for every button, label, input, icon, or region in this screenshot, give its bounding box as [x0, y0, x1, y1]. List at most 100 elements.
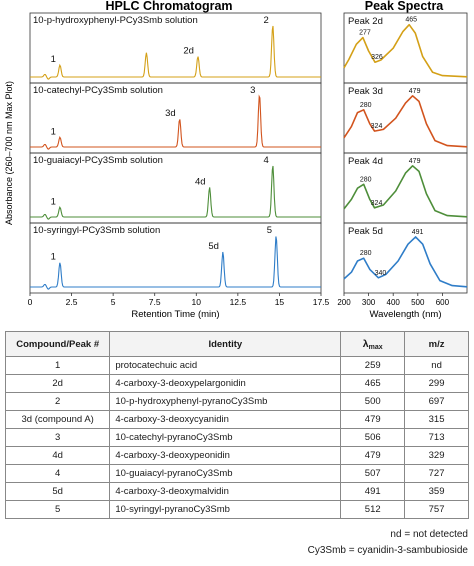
cell-compound: 3d (compound A)	[4, 410, 111, 429]
footnote-cy3smb: Cy3Smb = cyanidin-3-sambubioside	[307, 545, 468, 556]
cell-lambda: 500	[340, 392, 406, 411]
header-lambda-max: λmax	[340, 331, 406, 357]
cell-mz: 697	[404, 392, 469, 411]
cell-compound: 3	[4, 428, 111, 447]
table-row: 3 10-catechyl-pyranoCy3Smb 506 713	[4, 428, 469, 447]
cell-mz: 359	[404, 482, 469, 501]
chromatogram-trace	[30, 165, 321, 220]
peak-label: 1	[51, 126, 56, 137]
cell-lambda: 465	[340, 374, 406, 393]
spectrum-panel-label: Peak 2d	[348, 16, 383, 27]
spectrum-peak-label: 340	[375, 270, 387, 277]
cell-identity: protocatechuic acid	[109, 356, 342, 375]
peak-label: 5d	[208, 241, 219, 252]
cell-identity: 10-syringyl-pyranoCy3Smb	[109, 500, 342, 519]
spectrum-peak-label: 277	[359, 30, 371, 37]
spectrum-peak-label: 280	[360, 102, 372, 109]
peak-label: 1	[51, 54, 56, 65]
cell-identity: 4-carboxy-3-deoxypelargonidin	[109, 374, 342, 393]
chromatogram-panel-label: 10-guaiacyl-PCy3Smb solution	[33, 155, 163, 166]
peak-label: 5	[267, 225, 272, 236]
cell-compound: 5d	[4, 482, 111, 501]
table-row: 4d 4-carboxy-3-deoxypeonidin 479 329	[4, 446, 469, 465]
cell-lambda: 512	[340, 500, 406, 519]
spectrum-peak-label: 491	[412, 229, 424, 236]
spectra-x-label: Wavelength (nm)	[370, 309, 442, 320]
cell-compound: 2	[4, 392, 111, 411]
x-tick-label: 10	[192, 297, 202, 307]
table-row: 4 10-guaiacyl-pyranoCy3Smb 507 727	[4, 464, 469, 483]
x-tick-label: 500	[411, 298, 425, 307]
cell-lambda: 507	[340, 464, 406, 483]
spectrum-peak-label: 479	[409, 158, 421, 165]
cell-mz: 299	[404, 374, 469, 393]
table-row: 2 10-p-hydroxyphenyl-pyranoCy3Smb 500 697	[4, 392, 469, 411]
chromatogram-panel-label: 10-catechyl-PCy3Smb solution	[33, 85, 163, 96]
table-row: 3d (compound A) 4-carboxy-3-deoxycyanidin…	[4, 410, 469, 429]
cell-lambda: 479	[340, 410, 406, 429]
x-tick-label: 2.5	[66, 297, 78, 307]
x-tick-label: 5	[111, 297, 116, 307]
table-header-row: Compound/Peak # Identity λmax m/z	[4, 331, 469, 357]
x-tick-label: 17.5	[313, 297, 330, 307]
chromatogram-trace	[30, 25, 321, 80]
peak-label: 1	[51, 196, 56, 207]
peak-label: 4	[263, 155, 268, 166]
header-mz: m/z	[404, 331, 469, 357]
spectrum-panel-label: Peak 3d	[348, 86, 383, 97]
x-tick-label: 15	[275, 297, 285, 307]
cell-lambda: 479	[340, 446, 406, 465]
spectra-title: Peak Spectra	[365, 0, 445, 13]
cell-mz: 315	[404, 410, 469, 429]
cell-compound: 5	[4, 500, 111, 519]
peak-label: 3d	[165, 108, 176, 119]
spectrum-peak-label: 465	[405, 17, 417, 24]
spectrum-peak-label: 326	[371, 54, 383, 61]
figure: HPLC Chromatogram Peak Spectra 10-p-hydrox…	[4, 0, 468, 320]
cell-identity: 4-carboxy-3-deoxycyanidin	[109, 410, 342, 429]
x-tick-label: 200	[337, 298, 351, 307]
cell-lambda: 259	[340, 356, 406, 375]
peak-label: 2	[263, 15, 268, 26]
table-row: 5 10-syringyl-pyranoCy3Smb 512 757	[4, 500, 469, 519]
spectrum-panel-frame	[343, 222, 468, 294]
header-identity: Identity	[109, 331, 342, 357]
spectrum-panel-label: Peak 5d	[348, 226, 383, 237]
chromatogram-trace	[30, 236, 321, 290]
cell-lambda: 506	[340, 428, 406, 447]
table-row: 5d 4-carboxy-3-deoxymalvidin 491 359	[4, 482, 469, 501]
cell-mz: 713	[404, 428, 469, 447]
cell-identity: 4-carboxy-3-deoxypeonidin	[109, 446, 342, 465]
chromatogram-y-label: Absorbance (260–700 nm Max Plot)	[4, 81, 14, 225]
chromatogram-panel-label: 10-p-hydroxyphenyl-PCy3Smb solution	[33, 15, 198, 26]
cell-mz: 757	[404, 500, 469, 519]
cell-mz: 727	[404, 464, 469, 483]
spectrum-trace	[343, 23, 468, 78]
x-tick-label: 0	[28, 297, 33, 307]
spectrum-panel-label: Peak 4d	[348, 156, 383, 167]
chromatogram-x-label: Retention Time (min)	[131, 309, 219, 320]
x-tick-label: 300	[362, 298, 376, 307]
cell-identity: 10-guaiacyl-pyranoCy3Smb	[109, 464, 342, 483]
spectrum-trace	[343, 95, 468, 148]
x-tick-label: 12.5	[230, 297, 247, 307]
peak-label: 2d	[183, 45, 194, 56]
spectrum-peak-label: 479	[409, 88, 421, 95]
cell-identity: 10-catechyl-pyranoCy3Smb	[109, 428, 342, 447]
spectrum-trace	[343, 236, 468, 288]
peak-label: 4d	[195, 176, 206, 187]
spectrum-peak-label: 324	[371, 123, 383, 130]
compound-table: Compound/Peak # Identity λmax m/z 1 proto…	[4, 331, 469, 519]
x-tick-label: 7.5	[149, 297, 161, 307]
x-tick-label: 600	[436, 298, 450, 307]
chromatogram-panel-label: 10-syringyl-PCy3Smb solution	[33, 225, 160, 236]
spectrum-peak-label: 324	[371, 200, 383, 207]
peak-label: 1	[51, 252, 56, 263]
peak-label: 3	[250, 85, 255, 96]
chromatogram-title: HPLC Chromatogram	[105, 0, 232, 13]
cell-lambda: 491	[340, 482, 406, 501]
cell-compound: 2d	[4, 374, 111, 393]
cell-compound: 4d	[4, 446, 111, 465]
header-lambda-subscript: max	[368, 343, 383, 351]
